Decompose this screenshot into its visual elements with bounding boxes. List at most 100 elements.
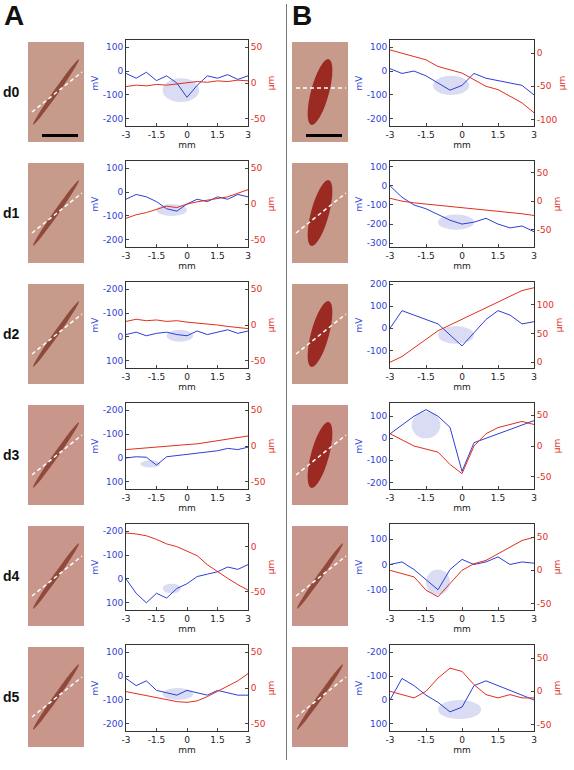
- svg-text:-100: -100: [367, 585, 388, 595]
- svg-text:-1.5: -1.5: [417, 614, 435, 624]
- svg-text:mm: mm: [453, 261, 471, 271]
- svg-text:-200: -200: [103, 719, 124, 729]
- svg-text:100: 100: [106, 647, 123, 657]
- svg-text:0: 0: [117, 671, 123, 681]
- svg-text:50: 50: [537, 329, 549, 339]
- svg-text:µm: µm: [552, 681, 562, 696]
- svg-text:mm: mm: [178, 140, 196, 150]
- svg-text:-200: -200: [367, 647, 388, 657]
- svg-text:100: 100: [370, 42, 387, 52]
- svg-text:-100: -100: [367, 455, 388, 465]
- svg-text:µm: µm: [266, 76, 276, 91]
- svg-text:0: 0: [184, 614, 190, 624]
- svg-text:0: 0: [537, 686, 543, 696]
- svg-text:100: 100: [106, 598, 123, 608]
- svg-text:-1.5: -1.5: [417, 130, 435, 140]
- svg-text:3: 3: [531, 372, 537, 382]
- svg-text:1.5: 1.5: [210, 372, 224, 382]
- svg-text:0: 0: [537, 441, 543, 451]
- svg-text:µm: µm: [266, 439, 276, 454]
- svg-text:0: 0: [251, 199, 257, 209]
- svg-text:µm: µm: [266, 318, 276, 333]
- svg-text:3: 3: [245, 130, 251, 140]
- svg-text:-50: -50: [251, 719, 266, 729]
- svg-text:1.5: 1.5: [210, 614, 224, 624]
- svg-text:3: 3: [245, 372, 251, 382]
- svg-text:-50: -50: [251, 235, 266, 245]
- svg-text:µm: µm: [266, 681, 276, 696]
- svg-text:200: 200: [370, 279, 387, 289]
- svg-text:mm: mm: [178, 261, 196, 271]
- svg-text:mV: mV: [354, 559, 364, 575]
- svg-text:1.5: 1.5: [491, 130, 505, 140]
- svg-text:µm: µm: [552, 560, 562, 575]
- svg-text:0: 0: [381, 560, 387, 570]
- svg-text:-200: -200: [367, 478, 388, 488]
- svg-text:mm: mm: [178, 503, 196, 513]
- svg-text:-100: -100: [367, 671, 388, 681]
- svg-text:100: 100: [370, 534, 387, 544]
- svg-text:-50: -50: [251, 587, 266, 597]
- svg-text:-1.5: -1.5: [148, 735, 166, 745]
- svg-text:1.5: 1.5: [210, 251, 224, 261]
- svg-text:-1.5: -1.5: [148, 614, 166, 624]
- svg-text:100: 100: [370, 301, 387, 311]
- svg-text:0: 0: [537, 357, 543, 367]
- svg-text:µm: µm: [266, 197, 276, 212]
- svg-text:3: 3: [245, 614, 251, 624]
- svg-text:-100: -100: [103, 90, 124, 100]
- svg-text:-50: -50: [251, 477, 266, 487]
- svg-text:0: 0: [459, 493, 465, 503]
- svg-text:-100: -100: [367, 346, 388, 356]
- svg-text:0: 0: [184, 493, 190, 503]
- svg-text:0: 0: [459, 372, 465, 382]
- svg-text:mm: mm: [178, 624, 196, 634]
- svg-text:-50: -50: [537, 81, 552, 91]
- svg-text:-50: -50: [537, 720, 552, 730]
- svg-text:mV: mV: [354, 317, 364, 333]
- svg-text:0: 0: [459, 130, 465, 140]
- svg-text:3: 3: [531, 614, 537, 624]
- svg-text:0: 0: [459, 735, 465, 745]
- svg-text:50: 50: [537, 653, 549, 663]
- svg-text:mm: mm: [178, 382, 196, 392]
- svg-text:0: 0: [251, 78, 257, 88]
- svg-text:0: 0: [117, 66, 123, 76]
- svg-text:1.5: 1.5: [210, 493, 224, 503]
- svg-text:mm: mm: [453, 382, 471, 392]
- svg-text:0: 0: [184, 251, 190, 261]
- svg-text:-1.5: -1.5: [417, 251, 435, 261]
- svg-text:1.5: 1.5: [491, 735, 505, 745]
- svg-text:50: 50: [251, 163, 263, 173]
- svg-text:µm: µm: [554, 318, 564, 333]
- svg-text:µm: µm: [557, 76, 567, 91]
- svg-text:0: 0: [184, 372, 190, 382]
- svg-text:100: 100: [106, 356, 123, 366]
- svg-text:mV: mV: [354, 680, 364, 696]
- svg-text:-100: -100: [367, 200, 388, 210]
- svg-text:-3: -3: [386, 130, 395, 140]
- svg-text:0: 0: [251, 441, 257, 451]
- svg-text:1.5: 1.5: [210, 130, 224, 140]
- svg-text:1.5: 1.5: [210, 735, 224, 745]
- svg-text:50: 50: [537, 168, 549, 178]
- svg-text:100: 100: [537, 300, 554, 310]
- svg-text:-200: -200: [367, 219, 388, 229]
- svg-text:3: 3: [245, 251, 251, 261]
- svg-text:-200: -200: [103, 405, 124, 415]
- svg-text:1.5: 1.5: [491, 614, 505, 624]
- svg-text:1.5: 1.5: [491, 372, 505, 382]
- svg-text:-3: -3: [122, 493, 131, 503]
- svg-text:3: 3: [531, 251, 537, 261]
- svg-text:-3: -3: [386, 493, 395, 503]
- svg-text:3: 3: [531, 493, 537, 503]
- svg-text:µm: µm: [266, 560, 276, 575]
- svg-text:0: 0: [459, 251, 465, 261]
- svg-text:-1.5: -1.5: [417, 372, 435, 382]
- svg-text:mV: mV: [90, 196, 100, 212]
- svg-text:50: 50: [251, 647, 263, 657]
- svg-text:mm: mm: [453, 745, 471, 755]
- svg-text:3: 3: [531, 735, 537, 745]
- svg-text:0: 0: [117, 453, 123, 463]
- svg-text:mV: mV: [354, 438, 364, 454]
